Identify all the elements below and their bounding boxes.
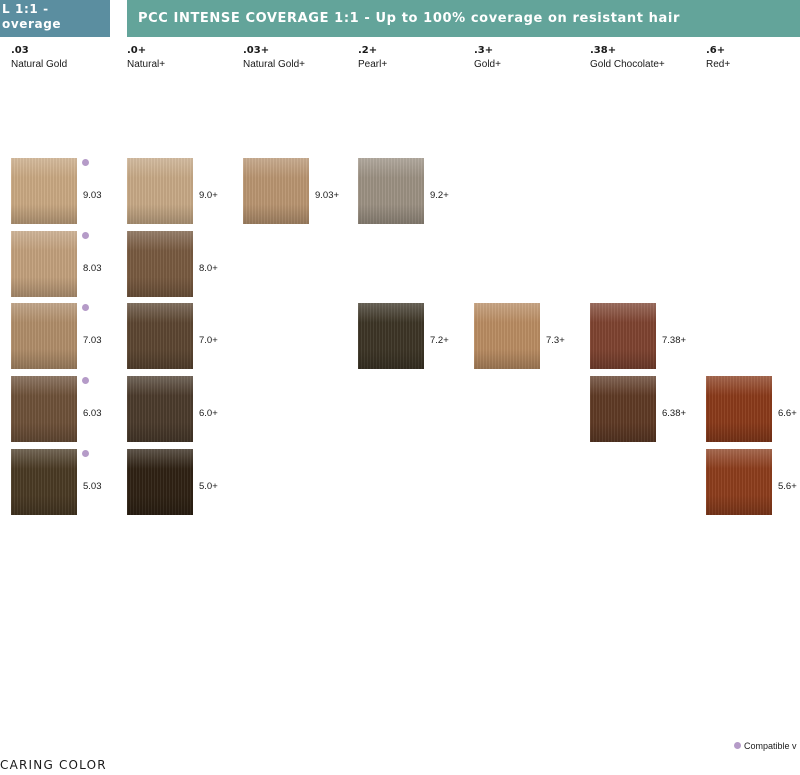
compatible-dot-icon xyxy=(82,304,89,311)
shade-label: 7.3+ xyxy=(546,335,565,346)
shade-swatch xyxy=(243,158,309,224)
column-code: .6+ xyxy=(706,45,726,56)
shade-swatch xyxy=(11,231,77,297)
footer-brand: CARING COLOR xyxy=(0,758,107,772)
shade-swatch xyxy=(127,449,193,515)
shade-swatch xyxy=(127,376,193,442)
shade-swatch xyxy=(127,303,193,369)
shade-swatch xyxy=(11,158,77,224)
banner-left-line1: L 1:1 - xyxy=(2,2,49,16)
shade-swatch xyxy=(706,449,772,515)
section-banner-left: L 1:1 - overage xyxy=(0,0,110,37)
column-code: .38+ xyxy=(590,45,617,56)
column-code: .3+ xyxy=(474,45,494,56)
compatible-dot-icon xyxy=(82,450,89,457)
section-banner-intense-coverage: PCC INTENSE COVERAGE 1:1 - Up to 100% co… xyxy=(127,0,800,37)
compatibility-legend: Compatible v xyxy=(734,741,797,751)
column-header: .2+ Pearl+ xyxy=(358,44,387,72)
compatible-dot-icon xyxy=(82,232,89,239)
banner-left-line2: overage xyxy=(2,17,62,31)
column-header: .38+ Gold Chocolate+ xyxy=(590,44,665,72)
column-code: .03 xyxy=(11,45,29,56)
column-header: .0+ Natural+ xyxy=(127,44,165,72)
shade-label: 7.38+ xyxy=(662,335,687,346)
column-header: .03+ Natural Gold+ xyxy=(243,44,305,72)
compatible-dot-icon xyxy=(734,742,741,749)
column-code: .2+ xyxy=(358,45,378,56)
compatible-dot-icon xyxy=(82,159,89,166)
column-name: Gold Chocolate+ xyxy=(590,59,665,70)
column-name: Natural Gold+ xyxy=(243,59,305,70)
shade-label: 6.03 xyxy=(83,408,102,419)
column-code: .0+ xyxy=(127,45,147,56)
shade-swatch xyxy=(590,376,656,442)
shade-label: 8.03 xyxy=(83,263,102,274)
column-code: .03+ xyxy=(243,45,270,56)
column-name: Natural+ xyxy=(127,59,166,70)
shade-swatch xyxy=(358,303,424,369)
shade-label: 9.03+ xyxy=(315,190,340,201)
shade-label: 9.03 xyxy=(83,190,102,201)
shade-swatch xyxy=(706,376,772,442)
column-name: Pearl+ xyxy=(358,59,388,70)
column-name: Natural Gold xyxy=(11,59,68,70)
column-header: .3+ Gold+ xyxy=(474,44,501,72)
shade-label: 9.2+ xyxy=(430,190,449,201)
shade-label: 6.6+ xyxy=(778,408,797,419)
shade-label: 5.0+ xyxy=(199,481,218,492)
legend-text: Compatible v xyxy=(744,741,797,751)
shade-swatch xyxy=(127,158,193,224)
column-header: .03 Natural Gold xyxy=(11,44,67,72)
shade-label: 6.38+ xyxy=(662,408,687,419)
shade-swatch xyxy=(590,303,656,369)
shade-swatch xyxy=(11,303,77,369)
column-name: Gold+ xyxy=(474,59,501,70)
shade-swatch xyxy=(127,231,193,297)
shade-swatch xyxy=(11,449,77,515)
shade-label: 6.0+ xyxy=(199,408,218,419)
shade-label: 8.0+ xyxy=(199,263,218,274)
shade-swatch xyxy=(474,303,540,369)
shade-label: 7.2+ xyxy=(430,335,449,346)
column-name: Red+ xyxy=(706,59,731,70)
shade-label: 7.03 xyxy=(83,335,102,346)
shade-swatch xyxy=(11,376,77,442)
column-header: .6+ Red+ xyxy=(706,44,730,72)
compatible-dot-icon xyxy=(82,377,89,384)
shade-label: 7.0+ xyxy=(199,335,218,346)
shade-label: 9.0+ xyxy=(199,190,218,201)
shade-label: 5.03 xyxy=(83,481,102,492)
shade-swatch xyxy=(358,158,424,224)
shade-label: 5.6+ xyxy=(778,481,797,492)
